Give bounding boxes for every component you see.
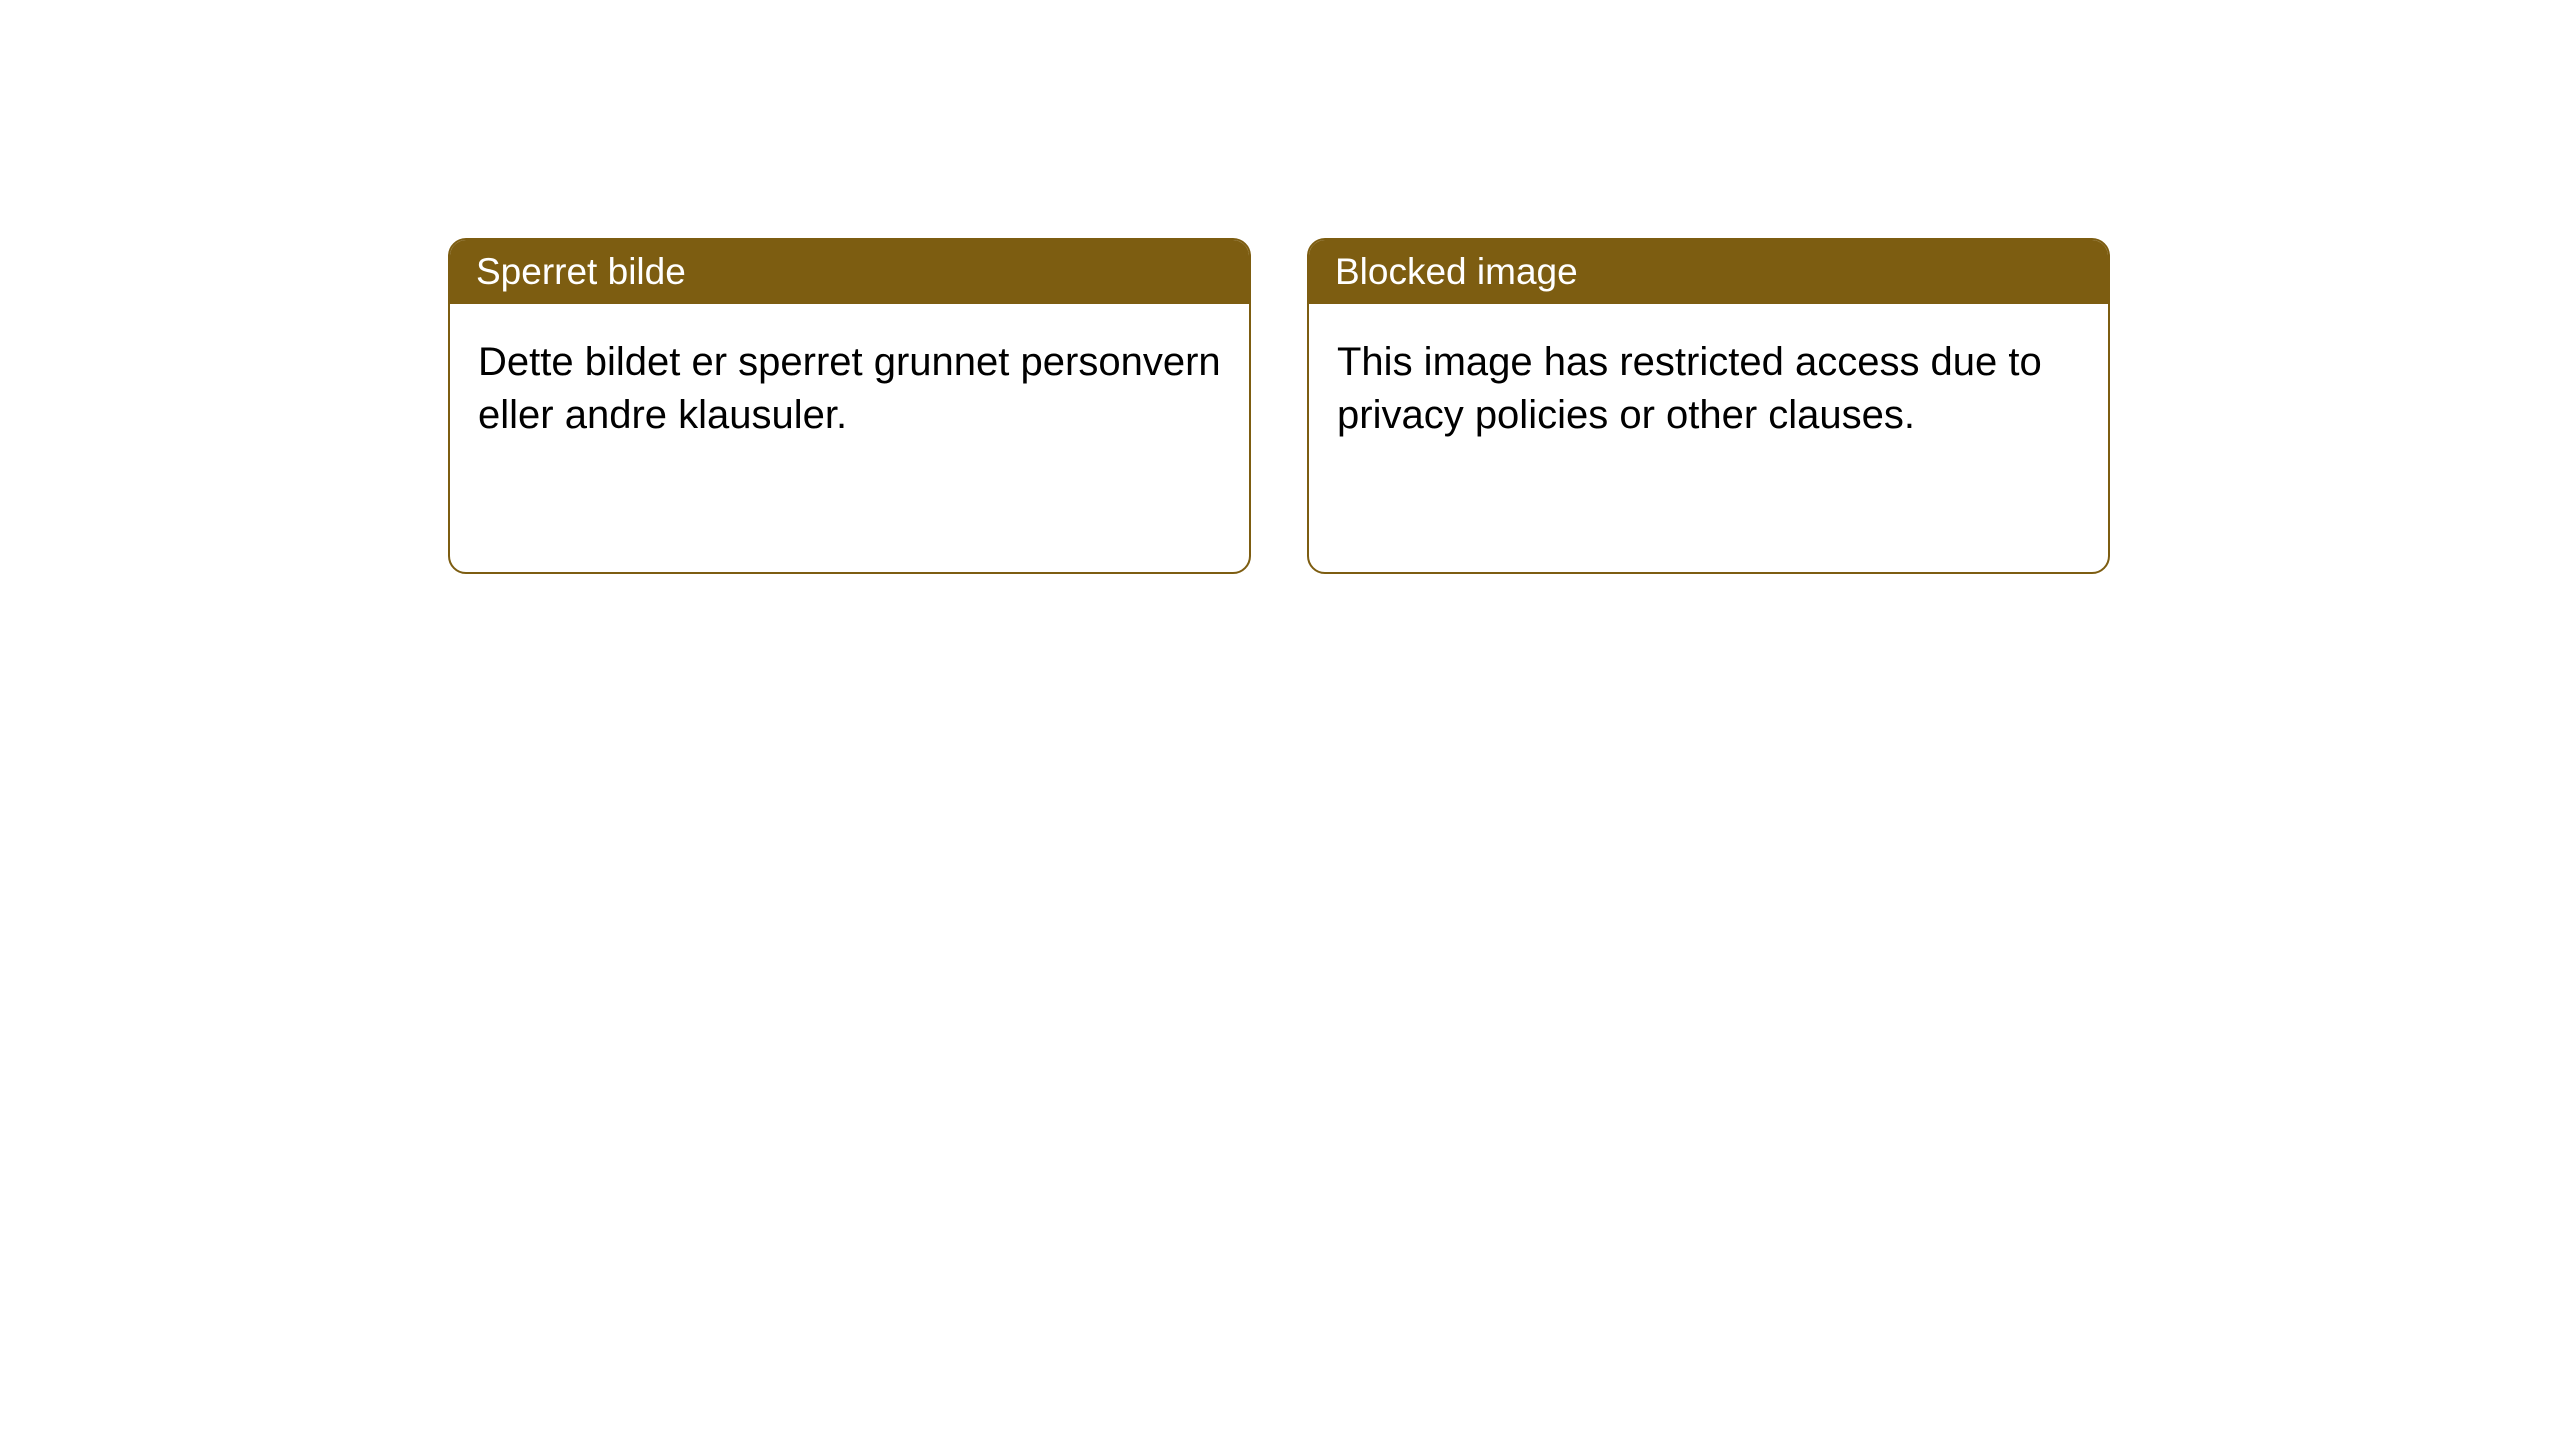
blocked-image-card-norwegian: Sperret bilde Dette bildet er sperret gr… (448, 238, 1251, 574)
card-message: Dette bildet er sperret grunnet personve… (478, 340, 1221, 437)
blocked-image-notice-container: Sperret bilde Dette bildet er sperret gr… (0, 0, 2560, 574)
card-body: This image has restricted access due to … (1309, 304, 2108, 474)
card-title: Blocked image (1335, 251, 1578, 292)
card-title: Sperret bilde (476, 251, 686, 292)
card-header: Blocked image (1309, 240, 2108, 304)
blocked-image-card-english: Blocked image This image has restricted … (1307, 238, 2110, 574)
card-message: This image has restricted access due to … (1337, 340, 2042, 437)
card-body: Dette bildet er sperret grunnet personve… (450, 304, 1249, 474)
card-header: Sperret bilde (450, 240, 1249, 304)
